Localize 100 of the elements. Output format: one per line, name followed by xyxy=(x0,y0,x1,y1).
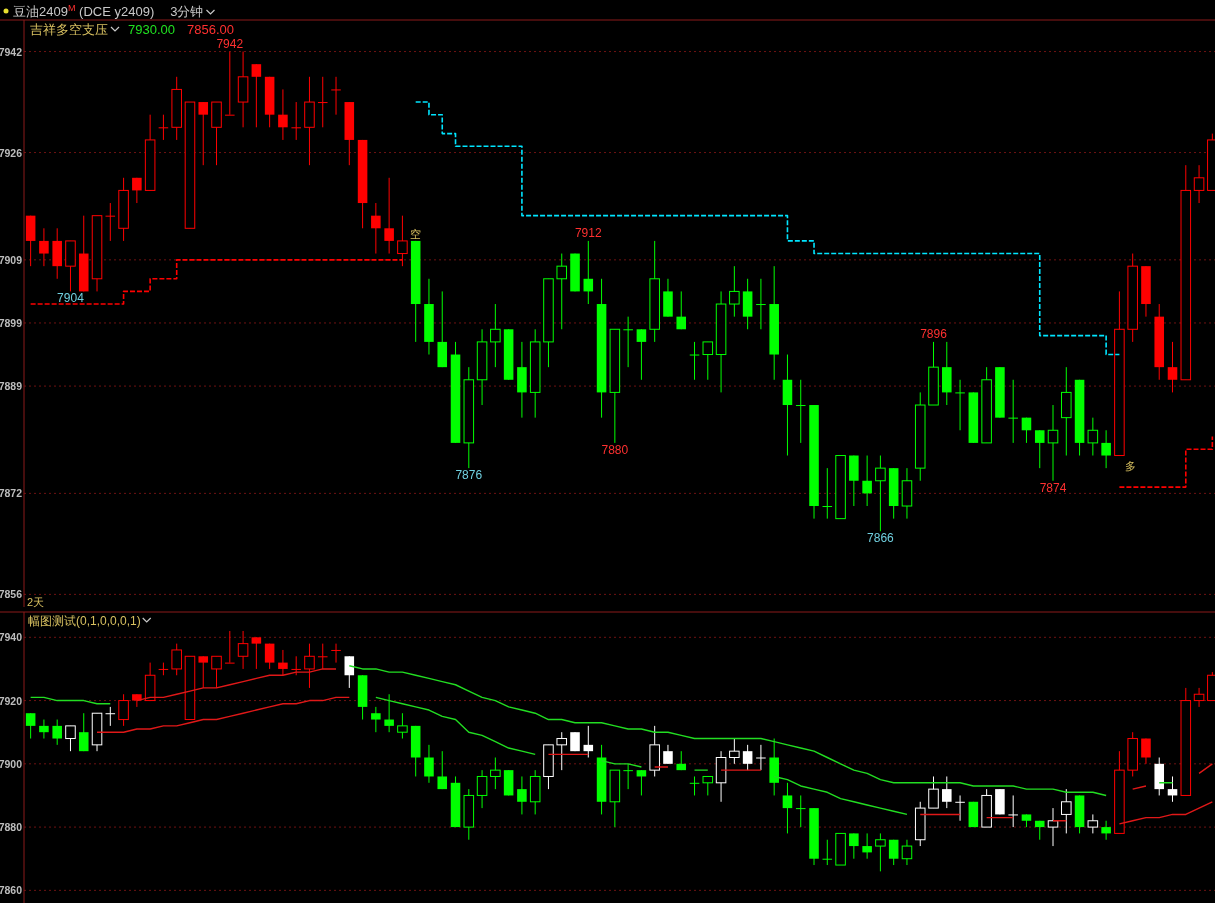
candlestick xyxy=(251,636,262,670)
candlestick xyxy=(437,750,448,790)
candlestick xyxy=(1167,775,1178,803)
candlestick xyxy=(118,693,129,727)
candlestick xyxy=(1008,379,1018,444)
annotation: 7942 xyxy=(216,36,244,51)
y-tick-label: 7926 xyxy=(0,146,23,159)
candlestick xyxy=(517,775,527,815)
candlestick xyxy=(39,719,49,740)
candlestick xyxy=(1167,341,1178,393)
candlestick xyxy=(942,775,952,809)
candlestick xyxy=(291,101,301,141)
annotation: 7904 xyxy=(57,291,85,306)
candlestick xyxy=(623,763,633,790)
candlestick xyxy=(1061,788,1072,834)
candlestick xyxy=(211,655,222,689)
candlestick xyxy=(278,88,288,141)
annotation: 7912 xyxy=(574,225,602,240)
candlestick xyxy=(251,63,262,128)
candlestick xyxy=(317,643,328,670)
candlestick xyxy=(278,649,288,676)
candlestick xyxy=(198,101,209,166)
candlestick xyxy=(384,693,394,733)
candlestick xyxy=(795,794,806,828)
candlestick xyxy=(264,643,275,670)
candlestick xyxy=(955,379,965,431)
y-tick-label: 7860 xyxy=(0,884,23,897)
candlestick xyxy=(39,227,49,267)
candlestick xyxy=(729,265,740,318)
y-tick-label: 7899 xyxy=(0,316,23,329)
candlestick xyxy=(1101,429,1111,469)
annotation: 7866 xyxy=(867,531,895,546)
candlestick xyxy=(1087,813,1099,834)
candlestick xyxy=(171,643,182,676)
y-tick-label: 7880 xyxy=(0,821,23,834)
candlestick xyxy=(663,744,673,765)
candlestick xyxy=(556,253,568,330)
annotation: 2天 xyxy=(27,596,45,608)
chart-title: 幅图测试(0,1,0,0,0,1) xyxy=(28,614,141,628)
candlestick xyxy=(1101,820,1111,841)
candlestick xyxy=(158,114,169,141)
candlestick xyxy=(875,832,886,872)
candlestick xyxy=(702,341,714,381)
candlestick xyxy=(689,341,700,381)
candlestick xyxy=(476,769,488,809)
chart-title: 豆油2409$^{M}$ (DCE y2409) xyxy=(13,3,155,19)
candlestick xyxy=(1034,429,1045,469)
candlestick xyxy=(756,744,766,771)
candlestick xyxy=(105,202,116,242)
candlestick xyxy=(782,782,793,834)
candlestick xyxy=(849,832,859,860)
candlestick xyxy=(304,643,315,689)
candlestick xyxy=(928,775,939,809)
candlestick xyxy=(955,794,965,822)
candlestick xyxy=(1047,404,1059,482)
candlestick xyxy=(676,290,687,330)
y-tick-label: 7889 xyxy=(0,380,23,393)
candlestick xyxy=(729,738,740,765)
annotation: 7856.00 xyxy=(187,22,234,37)
candlestick xyxy=(291,655,301,676)
candlestick xyxy=(331,76,341,116)
candlestick xyxy=(623,316,633,368)
candlestick xyxy=(331,643,341,664)
candlestick xyxy=(636,328,647,381)
y-tick-label: 7909 xyxy=(0,253,23,266)
candlestick xyxy=(237,630,249,670)
candlestick xyxy=(78,712,89,752)
candlestick xyxy=(317,76,328,128)
y-tick-label: 7872 xyxy=(0,487,23,500)
annotation: 多 xyxy=(1125,459,1137,472)
candlestick xyxy=(1193,164,1205,204)
candlestick xyxy=(132,177,142,204)
y-tick-label: 7900 xyxy=(0,757,23,770)
y-tick-label: 7942 xyxy=(0,45,23,58)
candlestick xyxy=(689,775,700,796)
candlestick xyxy=(105,706,116,727)
annotation: 7876 xyxy=(455,468,483,483)
y-tick-label: 7940 xyxy=(0,631,23,644)
candlestick xyxy=(862,832,872,860)
candlestick xyxy=(384,177,394,255)
candlestick xyxy=(225,630,235,664)
annotation: 7874 xyxy=(1039,480,1067,495)
candlestick xyxy=(742,744,753,771)
candlestick xyxy=(371,202,381,255)
chart-subtitle: 3分钟 xyxy=(170,4,204,19)
candlestick xyxy=(490,757,501,790)
candlestick xyxy=(1141,738,1151,765)
candlestick xyxy=(25,712,36,740)
candlestick xyxy=(888,839,899,866)
y-tick-label: 7920 xyxy=(0,694,23,707)
candlestick xyxy=(822,839,833,866)
annotation: 空 xyxy=(410,227,422,240)
candlestick xyxy=(371,706,381,733)
candlestick xyxy=(901,839,913,866)
candlestick xyxy=(65,725,76,752)
candlestick xyxy=(1047,807,1059,847)
candlestick xyxy=(1087,417,1099,457)
candlestick xyxy=(1193,687,1205,708)
candlestick xyxy=(490,303,501,368)
candlestick xyxy=(756,278,766,330)
